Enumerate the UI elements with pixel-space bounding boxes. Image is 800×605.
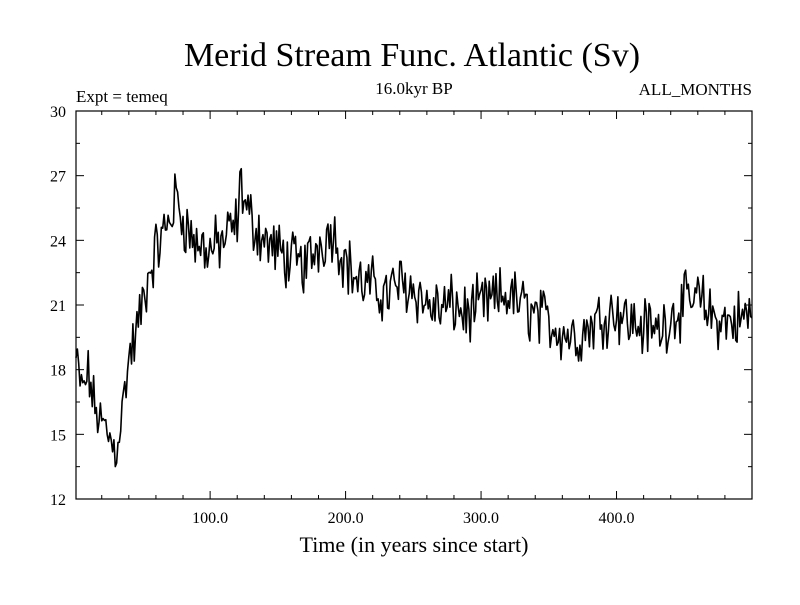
x-axis-label: Time (in years since start) [300, 532, 529, 557]
axis-ticks [76, 110, 752, 500]
plot-frame [75, 110, 753, 500]
y-tick-label: 24 [50, 233, 66, 250]
y-tick-labels: 12 15 18 21 24 27 30 [50, 104, 66, 509]
y-tick-label: 15 [50, 427, 66, 444]
x-tick-label: 100.0 [192, 510, 228, 527]
chart-title: Merid Stream Func. Atlantic (Sv) [184, 37, 640, 74]
chart-subtitle: 16.0kyr BP [375, 79, 452, 98]
y-tick-label: 27 [50, 169, 66, 186]
x-tick-label: 300.0 [463, 510, 499, 527]
y-tick-label: 18 [50, 363, 66, 380]
experiment-label: Expt = temeq [76, 87, 168, 106]
y-tick-label: 12 [50, 492, 66, 509]
y-tick-label: 30 [50, 104, 66, 121]
x-tick-label: 400.0 [599, 510, 635, 527]
period-label: ALL_MONTHS [639, 80, 752, 99]
series-line [75, 167, 753, 468]
y-tick-label: 21 [50, 298, 66, 315]
x-tick-labels: 100.0 200.0 300.0 400.0 [192, 510, 634, 527]
x-tick-label: 200.0 [328, 510, 364, 527]
